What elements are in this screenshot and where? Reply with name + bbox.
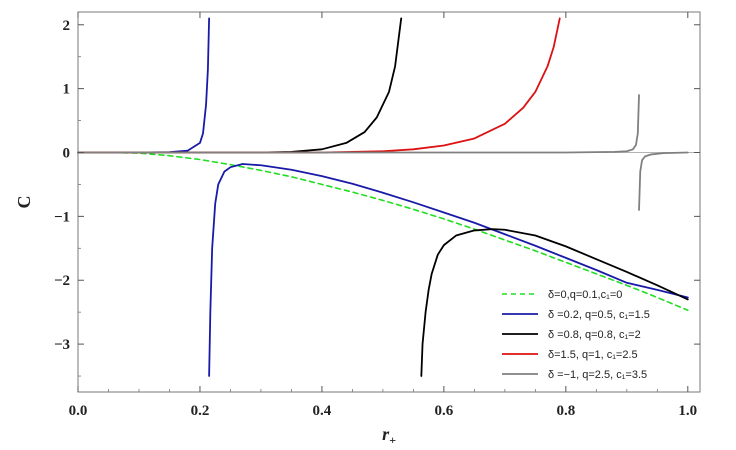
- legend-label-5: δ =−1, q=2.5, c₁=3.5: [548, 369, 647, 381]
- legend-label-1: δ=0,q=0.1,c₁=0: [548, 289, 622, 301]
- series-line-2-segment-1: [77, 17, 211, 154]
- y-tick-label: 0: [63, 146, 71, 162]
- series-layer: [77, 17, 689, 377]
- x-tick-label: 1.0: [678, 403, 697, 419]
- y-tick-label: −2: [54, 273, 70, 289]
- plot-border: [77, 11, 701, 393]
- x-tick-label: 0.6: [435, 403, 454, 419]
- legend-label-4: δ=1.5, q=1, c₁=2.5: [548, 349, 638, 361]
- plot-frame: [77, 11, 701, 393]
- series-line-4-segment-1: [77, 17, 561, 154]
- series-line-5-segment-2: [638, 151, 689, 211]
- y-tick-label: 2: [63, 18, 71, 34]
- y-tick-label: 1: [63, 82, 71, 98]
- series-line-2-segment-2: [208, 163, 689, 377]
- series-line-5-segment-1: [77, 94, 640, 154]
- x-tick-label: 0.2: [191, 403, 210, 419]
- x-tick-label: 0.8: [556, 403, 575, 419]
- x-axis-title-main: r: [382, 424, 390, 444]
- legend-label-3: δ =0.8, q=0.8, c₁=2: [548, 329, 641, 341]
- y-tick-label: −1: [54, 209, 70, 225]
- series-line-3-segment-2: [420, 228, 689, 377]
- x-tick-label: 0.0: [69, 403, 88, 419]
- series-line-1-segment-1: [77, 151, 689, 312]
- x-axis-title: r+: [382, 424, 396, 447]
- legend-label-2: δ =0.2, q=0.5, c₁=1.5: [548, 309, 650, 321]
- y-axis-ticks: −3 −2 −1 0 1 2: [54, 18, 700, 377]
- x-axis-ticks: 0.0 0.2 0.4 0.6 0.8 1.0: [69, 12, 697, 419]
- x-tick-label: 0.4: [313, 403, 332, 419]
- y-tick-label: −3: [54, 337, 70, 353]
- x-axis-title-sub: +: [389, 433, 396, 447]
- y-axis-title: C: [14, 196, 34, 209]
- series-line-3-segment-1: [77, 17, 403, 154]
- legend: δ=0,q=0.1,c₁=0 δ =0.2, q=0.5, c₁=1.5 δ =0.…: [502, 289, 650, 381]
